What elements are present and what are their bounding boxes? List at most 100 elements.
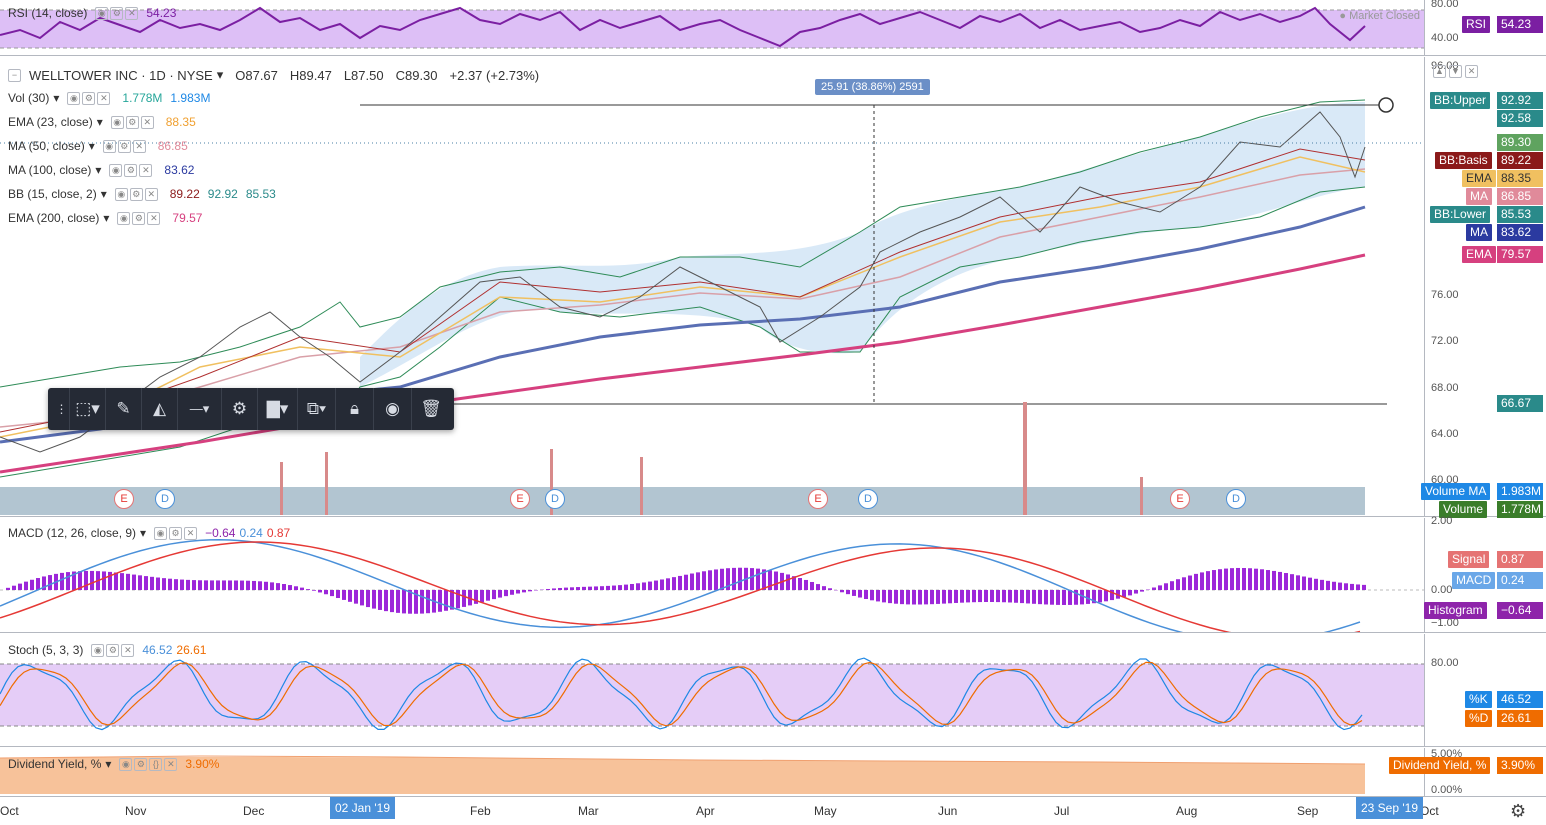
dividend-marker[interactable]: D: [545, 489, 565, 509]
stoch-pane[interactable]: Stoch (5, 3, 3) ◉ ⚙ ✕ 46.52 26.61 80.00 %K…: [0, 634, 1546, 747]
gear-icon[interactable]: ⚙: [132, 211, 146, 225]
gear-icon[interactable]: ⚙: [117, 139, 131, 153]
eye-icon[interactable]: ◉: [102, 139, 116, 153]
eye-icon[interactable]: ◉: [114, 187, 128, 201]
source-icon[interactable]: {}: [149, 757, 163, 771]
close-icon[interactable]: ✕: [97, 91, 111, 105]
eye-icon[interactable]: ◉: [67, 91, 81, 105]
indicator-legend-item[interactable]: BB (15, close, 2) ▾ ◉ ⚙ ✕ 89.22 92.92 85.53: [8, 187, 276, 201]
drawing-toolbar[interactable]: ⋮ ⬚▾ ✎ ◭ —▾ ⚙ ▇▾ ⧉▾ 🔒︎ ◉ 🗑︎: [48, 388, 454, 430]
macd-signal-value: 0.87: [266, 526, 291, 540]
stoch-plot[interactable]: Stoch (5, 3, 3) ◉ ⚙ ✕ 46.52 26.61: [0, 634, 1424, 746]
ema23-tag: EMA: [1462, 170, 1497, 187]
symbol-legend[interactable]: − WELLTOWER INC · 1D · NYSE ▾ O87.67 H89…: [8, 67, 539, 83]
chevron-down-icon[interactable]: ▾: [100, 187, 107, 201]
lock-icon[interactable]: 🔒︎: [336, 388, 374, 430]
settings-gear-icon[interactable]: ⚙: [1510, 801, 1527, 821]
close-icon[interactable]: ✕: [121, 643, 135, 657]
symbol-name[interactable]: WELLTOWER INC · 1D · NYSE: [29, 67, 213, 83]
high-value: H89.47: [289, 67, 332, 83]
line-style-icon[interactable]: —▾: [178, 388, 222, 430]
trash-icon[interactable]: 🗑︎: [420, 399, 442, 418]
copy-icon[interactable]: ⧉▾: [298, 388, 336, 430]
chevron-down-icon[interactable]: ▾: [103, 211, 110, 225]
macd-plot[interactable]: MACD (12, 26, close, 9) ▾ ◉ ⚙ ✕ −0.64 0.24…: [0, 518, 1424, 632]
arrow-up-icon[interactable]: ▲: [1433, 65, 1446, 78]
rsi-legend[interactable]: RSI (14, close) ◉ ⚙ ✕ 54.23: [8, 6, 176, 20]
dividend-legend[interactable]: Dividend Yield, % ▾ ◉ ⚙{} ✕ 3.90%: [8, 757, 219, 771]
close-icon[interactable]: ✕: [184, 526, 198, 540]
gear-icon[interactable]: ⚙: [82, 91, 96, 105]
dividend-marker[interactable]: D: [858, 489, 878, 509]
earnings-marker[interactable]: E: [1170, 489, 1190, 509]
gear-icon[interactable]: ⚙: [129, 187, 143, 201]
macd-legend[interactable]: MACD (12, 26, close, 9) ▾ ◉ ⚙ ✕ −0.64 0.24…: [8, 526, 290, 540]
indicator-value: 92.92: [207, 187, 238, 201]
gear-icon[interactable]: ⚙: [125, 115, 139, 129]
macd-pane[interactable]: MACD (12, 26, close, 9) ▾ ◉ ⚙ ✕ −0.64 0.24…: [0, 515, 1546, 633]
chevron-down-icon[interactable]: ▾: [105, 757, 112, 771]
indicator-legend-item[interactable]: Vol (30) ▾ ◉ ⚙ ✕ 1.778M 1.983M: [8, 91, 210, 105]
close-icon[interactable]: ✕: [125, 6, 139, 20]
chevron-down-icon[interactable]: ▾: [95, 163, 102, 177]
gear-icon[interactable]: ⚙: [134, 757, 148, 771]
close-icon[interactable]: ✕: [132, 139, 146, 153]
earnings-marker[interactable]: E: [808, 489, 828, 509]
ma100-tag: MA: [1466, 224, 1492, 241]
gear-icon[interactable]: ⚙: [110, 6, 124, 20]
close-icon[interactable]: ✕: [147, 211, 161, 225]
eye-icon[interactable]: ◉: [374, 388, 412, 430]
close-icon[interactable]: ✕: [139, 163, 153, 177]
dividend-plot[interactable]: Dividend Yield, % ▾ ◉ ⚙{} ✕ 3.90%: [0, 748, 1424, 796]
price-axis[interactable]: 96.00 76.00 72.00 68.00 64.00 60.00 ▲ ▼ …: [1424, 57, 1546, 516]
bb-lower-tag: BB:Lower: [1430, 206, 1491, 223]
indicator-legend-item[interactable]: MA (100, close) ▾ ◉ ⚙ ✕ 83.62: [8, 163, 194, 177]
select-template-icon[interactable]: ⬚▾: [70, 388, 106, 430]
chevron-down-icon[interactable]: ▾: [216, 67, 224, 82]
eye-icon[interactable]: ◉: [95, 6, 109, 20]
chevron-down-icon[interactable]: ▾: [53, 91, 60, 105]
dividend-pane[interactable]: Dividend Yield, % ▾ ◉ ⚙{} ✕ 3.90% 5.00% 0.…: [0, 748, 1546, 797]
stoch-legend[interactable]: Stoch (5, 3, 3) ◉ ⚙ ✕ 46.52 26.61: [8, 643, 206, 657]
indicator-legend-item[interactable]: MA (50, close) ▾ ◉ ⚙ ✕ 86.85: [8, 139, 188, 153]
eye-icon[interactable]: ◉: [109, 163, 123, 177]
arrow-down-icon[interactable]: ▼: [1449, 65, 1462, 78]
gear-icon[interactable]: ⚙: [124, 163, 138, 177]
indicator-legend-item[interactable]: EMA (23, close) ▾ ◉ ⚙ ✕ 88.35: [8, 115, 196, 129]
collapse-icon[interactable]: −: [8, 68, 21, 82]
indicator-name: BB (15, close, 2): [8, 187, 97, 201]
gear-icon[interactable]: ⚙: [222, 388, 258, 430]
scale-buttons[interactable]: ▲ ▼ ✕: [1433, 65, 1478, 78]
earnings-marker[interactable]: E: [114, 489, 134, 509]
dividend-marker[interactable]: D: [155, 489, 175, 509]
chevron-down-icon[interactable]: ▾: [96, 115, 103, 129]
rsi-pane[interactable]: RSI (14, close) ◉ ⚙ ✕ 54.23 ● Market Close…: [0, 0, 1546, 56]
clone-icon[interactable]: ▇▾: [258, 388, 298, 430]
eye-icon[interactable]: ◉: [154, 526, 168, 540]
close-icon[interactable]: ✕: [1465, 65, 1478, 78]
chevron-down-icon[interactable]: ▾: [88, 139, 95, 153]
chevron-down-icon[interactable]: ▾: [140, 526, 147, 540]
histogram-tag: Histogram: [1424, 602, 1487, 619]
fill-color-icon[interactable]: ◭: [142, 388, 178, 430]
eye-icon[interactable]: ◉: [117, 211, 131, 225]
drag-handle-icon[interactable]: ⋮: [54, 388, 70, 430]
indicator-legend-item[interactable]: EMA (200, close) ▾ ◉ ⚙ ✕ 79.57: [8, 211, 202, 225]
time-axis[interactable]: Oct Nov Dec 02 Jan '19 Feb Mar Apr May Jun Jul Aug…: [0, 797, 1546, 825]
earnings-marker[interactable]: E: [510, 489, 530, 509]
eye-icon[interactable]: ◉: [110, 115, 124, 129]
eye-icon[interactable]: ◉: [119, 757, 133, 771]
ma50-tag: MA: [1466, 188, 1492, 205]
pencil-icon[interactable]: ✎: [106, 388, 142, 430]
gear-icon[interactable]: ⚙: [106, 643, 120, 657]
eye-icon[interactable]: ◉: [91, 643, 105, 657]
gear-icon[interactable]: ⚙: [169, 526, 183, 540]
stoch-axis[interactable]: 80.00: [1424, 634, 1546, 746]
dividend-marker[interactable]: D: [1226, 489, 1246, 509]
close-icon[interactable]: ✕: [140, 115, 154, 129]
close-icon[interactable]: ✕: [144, 187, 158, 201]
close-icon[interactable]: ✕: [164, 757, 178, 771]
rsi-plot[interactable]: RSI (14, close) ◉ ⚙ ✕ 54.23 ● Market Close…: [0, 0, 1424, 55]
